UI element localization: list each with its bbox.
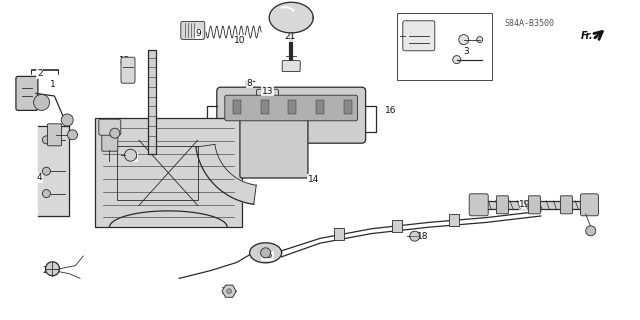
FancyBboxPatch shape: [257, 89, 278, 107]
Circle shape: [459, 35, 468, 44]
Text: 14: 14: [308, 175, 319, 184]
Circle shape: [34, 94, 50, 110]
Text: 10: 10: [234, 36, 246, 44]
Circle shape: [477, 36, 483, 43]
Circle shape: [61, 114, 73, 126]
Circle shape: [586, 226, 596, 236]
FancyBboxPatch shape: [282, 60, 300, 72]
Circle shape: [42, 136, 51, 144]
Bar: [334, 228, 344, 240]
Circle shape: [125, 149, 136, 161]
FancyBboxPatch shape: [529, 196, 540, 214]
Text: 19: 19: [519, 200, 531, 209]
Text: 2: 2: [37, 69, 42, 78]
FancyBboxPatch shape: [16, 76, 38, 110]
Circle shape: [45, 262, 60, 276]
Bar: [316, 100, 324, 114]
Bar: [288, 100, 296, 114]
Text: 16: 16: [385, 106, 396, 115]
Text: 3: 3: [463, 47, 468, 56]
Bar: [233, 100, 241, 114]
Text: 12: 12: [119, 56, 131, 65]
Circle shape: [42, 167, 51, 175]
FancyBboxPatch shape: [99, 119, 121, 135]
FancyBboxPatch shape: [102, 133, 118, 151]
Text: 7: 7: [50, 132, 55, 140]
Text: 15: 15: [262, 252, 273, 260]
Circle shape: [260, 248, 271, 258]
FancyBboxPatch shape: [225, 95, 358, 121]
Text: 21: 21: [284, 32, 296, 41]
Bar: [260, 100, 269, 114]
FancyBboxPatch shape: [95, 118, 242, 227]
Circle shape: [67, 130, 77, 140]
Polygon shape: [38, 126, 69, 216]
Circle shape: [42, 189, 51, 198]
Bar: [148, 50, 156, 154]
FancyBboxPatch shape: [561, 196, 572, 214]
Circle shape: [452, 56, 461, 64]
Text: 4: 4: [37, 173, 42, 182]
FancyBboxPatch shape: [580, 194, 598, 216]
Bar: [449, 214, 460, 226]
Polygon shape: [222, 285, 236, 297]
FancyBboxPatch shape: [497, 196, 508, 214]
Text: 5: 5: [132, 152, 137, 161]
FancyBboxPatch shape: [240, 116, 308, 178]
Text: 20: 20: [42, 266, 54, 275]
Circle shape: [110, 128, 120, 138]
Bar: [392, 220, 402, 232]
Text: 8: 8: [247, 79, 252, 88]
Text: Fr.: Fr.: [581, 31, 593, 41]
Circle shape: [410, 231, 420, 241]
Text: 9: 9: [196, 29, 201, 38]
Polygon shape: [196, 144, 256, 204]
Circle shape: [227, 289, 232, 294]
Text: 17: 17: [221, 287, 233, 296]
Text: S84A-B3500: S84A-B3500: [504, 19, 554, 28]
Bar: [344, 100, 351, 114]
FancyBboxPatch shape: [403, 21, 435, 51]
Text: 13: 13: [262, 87, 273, 96]
FancyBboxPatch shape: [121, 57, 135, 83]
FancyBboxPatch shape: [180, 21, 205, 39]
Bar: [116, 146, 198, 200]
Polygon shape: [269, 2, 313, 33]
FancyBboxPatch shape: [47, 124, 61, 146]
FancyBboxPatch shape: [469, 194, 488, 216]
Polygon shape: [250, 243, 282, 263]
Text: 18: 18: [417, 232, 428, 241]
Bar: [483, 201, 589, 209]
Text: 1: 1: [50, 80, 55, 89]
Bar: [397, 13, 492, 80]
Text: 11: 11: [147, 108, 158, 116]
FancyBboxPatch shape: [217, 87, 365, 143]
Text: 6: 6: [109, 136, 115, 145]
